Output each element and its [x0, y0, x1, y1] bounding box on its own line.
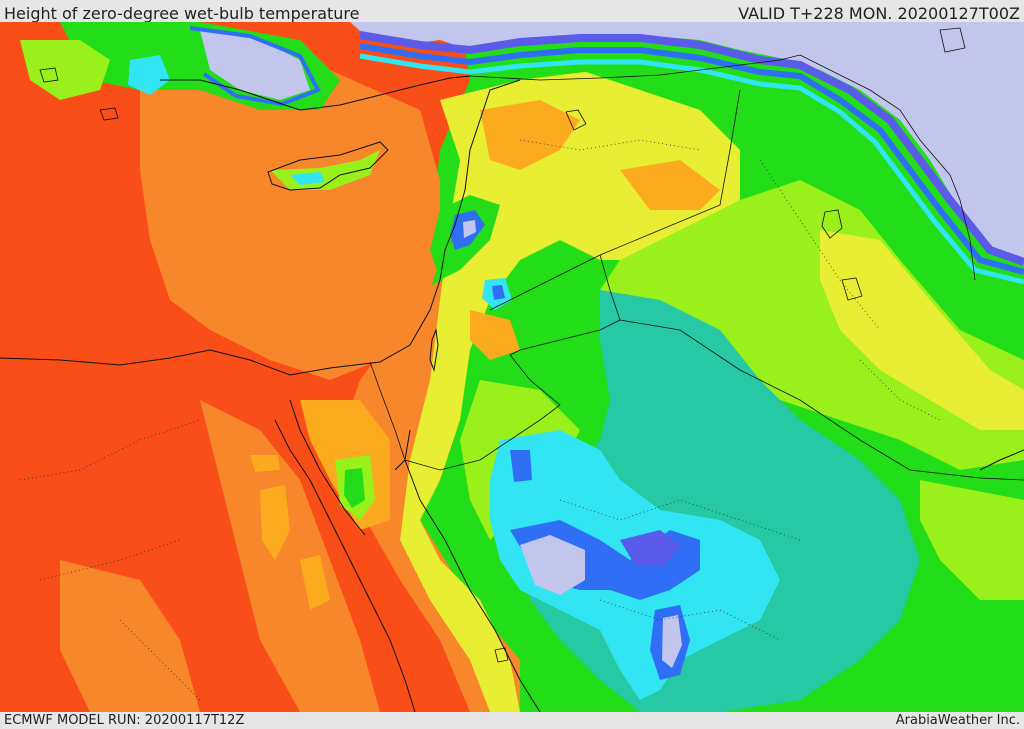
- province-line-4: [759, 159, 881, 331]
- border-jordan-saudi-south: [404, 354, 561, 471]
- mediterranean-coast-south: [0, 79, 521, 376]
- credit-label: ArabiaWeather Inc.: [895, 713, 1020, 728]
- field-lime-east: [920, 480, 1024, 600]
- border-egypt-israel: [369, 361, 406, 461]
- field-turkey-cyan: [359, 53, 1024, 285]
- red-sea-west-coast: [274, 419, 416, 712]
- field-turkey-violet: [359, 31, 1024, 266]
- field-turkey-blue: [359, 43, 1024, 275]
- field-aegean-cyan: [128, 55, 170, 95]
- field-lebanon-lavender: [463, 220, 476, 238]
- map-title: Height of zero-degree wet-bulb temperatu…: [4, 4, 360, 23]
- field-egypt-yellow-3: [250, 455, 280, 472]
- coastlines: [0, 75, 1024, 712]
- field-egypt-yellow-2: [300, 555, 330, 610]
- field-aegean-lavender: [200, 30, 310, 100]
- province-line-2: [39, 539, 181, 581]
- lake-east-2: [841, 277, 863, 301]
- field-egypt-yellow-1: [260, 485, 290, 560]
- field-saudi-lavender-2: [662, 615, 682, 668]
- dead-sea: [429, 328, 439, 372]
- field-syria-orange: [480, 100, 580, 170]
- field-jordan-orange: [470, 310, 520, 360]
- red-sea-island: [494, 647, 509, 663]
- field-aegean-lime: [20, 40, 110, 100]
- turkey-south-coast: [160, 75, 471, 111]
- field-syria-orange-2: [620, 160, 720, 210]
- lake-north: [939, 27, 966, 53]
- cyprus-outline: [267, 141, 389, 191]
- field-sinai-inner: [344, 468, 365, 508]
- small-features: [39, 27, 966, 663]
- persian-gulf-coast: [979, 449, 1024, 471]
- field-levant-orange: [340, 280, 520, 712]
- aegean-island-2: [99, 107, 119, 121]
- border-turkey-syria: [469, 54, 801, 81]
- province-line-7: [859, 359, 941, 421]
- border-syria-iraq: [599, 89, 741, 256]
- map-canvas: [0, 22, 1024, 712]
- field-iraq-lime: [600, 180, 1024, 470]
- field-egypt-orange: [200, 400, 380, 712]
- header-bar: Height of zero-degree wet-bulb temperatu…: [0, 0, 1024, 23]
- field-hermon-blue: [492, 285, 505, 300]
- aegean-island-1: [39, 67, 59, 83]
- field-saudi-blue-4: [510, 450, 532, 482]
- borders: [369, 54, 1024, 481]
- footer-bar: ECMWF MODEL RUN: 20200117T12Z ArabiaWeat…: [0, 712, 1024, 729]
- border-jordan-iraq: [489, 254, 601, 311]
- gulf-suez: [289, 399, 366, 536]
- field-saudi-lavender: [520, 535, 585, 595]
- lake-east-1: [821, 209, 843, 239]
- field-cyprus-cyan: [290, 172, 325, 185]
- valid-time: VALID T+228 MON. 20200127T00Z: [738, 4, 1020, 23]
- border-iraq-saudi: [619, 319, 1024, 481]
- field-west-orange: [140, 60, 440, 380]
- field-turkey-lavender: [350, 22, 1024, 260]
- model-run-label: ECMWF MODEL RUN: 20200117T12Z: [4, 713, 245, 728]
- weather-map: [0, 22, 1024, 712]
- lake-syria: [565, 109, 587, 131]
- field-saudi-violet: [620, 530, 680, 565]
- border-jordan-saudi: [509, 254, 621, 356]
- field-iraq-yellow: [820, 230, 1024, 430]
- border-iran-iraq: [799, 54, 976, 281]
- province-line-3: [519, 139, 701, 151]
- red-sea-east-coast: [404, 459, 541, 712]
- province-line-8: [119, 619, 201, 701]
- field-aegean-blue: [189, 26, 321, 107]
- province-lines: [19, 139, 941, 701]
- field-egypt-orange-2: [60, 560, 200, 712]
